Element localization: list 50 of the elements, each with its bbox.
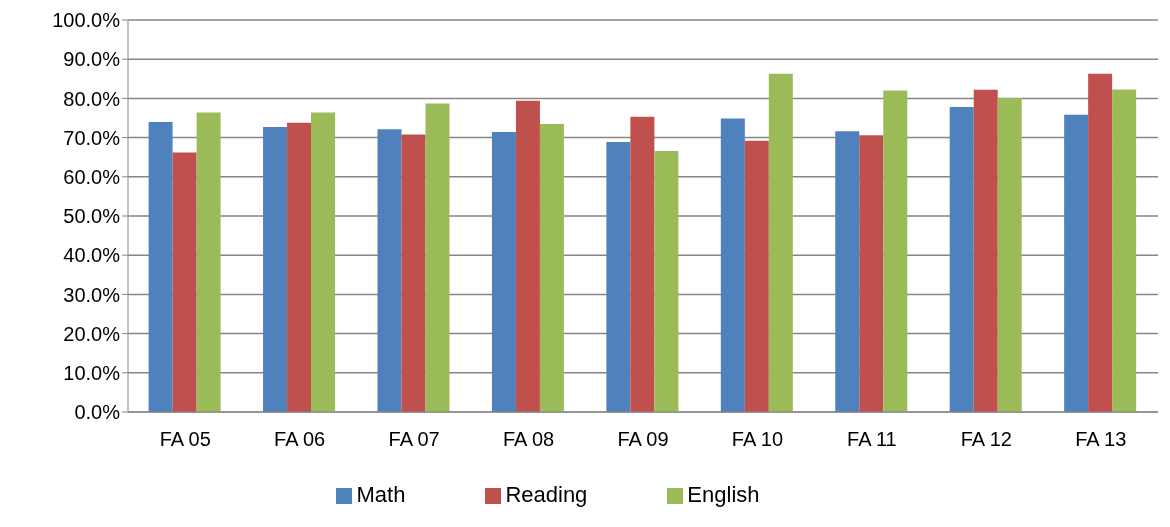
bar bbox=[768, 73, 793, 412]
y-tick-label: 10.0% bbox=[63, 361, 121, 384]
bar bbox=[973, 89, 998, 412]
y-tick-label: 100.0% bbox=[52, 9, 121, 32]
x-tick-label: FA 10 bbox=[731, 428, 784, 451]
y-tick-label: 30.0% bbox=[63, 283, 121, 306]
bar bbox=[630, 116, 655, 412]
legend-label: Math bbox=[356, 482, 406, 507]
bar bbox=[654, 150, 679, 412]
bar bbox=[606, 141, 631, 412]
y-tick-label: 80.0% bbox=[63, 87, 121, 110]
x-tick-label: FA 05 bbox=[159, 428, 211, 451]
bar bbox=[196, 112, 221, 412]
bar bbox=[263, 127, 288, 412]
bar bbox=[720, 118, 745, 412]
x-tick-label: FA 13 bbox=[1075, 428, 1127, 451]
bar bbox=[1064, 114, 1089, 412]
y-tick-label: 70.0% bbox=[63, 126, 121, 149]
x-tick-label: FA 09 bbox=[617, 428, 669, 451]
bar bbox=[401, 134, 426, 412]
bar bbox=[515, 100, 540, 412]
bar bbox=[744, 140, 769, 412]
x-tick-label: FA 08 bbox=[502, 428, 555, 451]
y-tick-label: 90.0% bbox=[63, 48, 121, 71]
x-tick-label: FA 12 bbox=[960, 428, 1012, 451]
x-tick-label: FA 07 bbox=[388, 428, 440, 451]
y-tick-label: 50.0% bbox=[63, 205, 121, 228]
legend-label: Reading bbox=[505, 482, 588, 507]
bar bbox=[491, 132, 516, 412]
legend-label: English bbox=[687, 482, 760, 507]
y-tick-label: 20.0% bbox=[63, 322, 121, 345]
bar bbox=[377, 129, 402, 412]
bar bbox=[859, 135, 884, 412]
bar bbox=[835, 131, 860, 412]
bar bbox=[172, 152, 197, 412]
bar bbox=[425, 103, 450, 412]
y-tick-label: 40.0% bbox=[63, 244, 121, 267]
y-tick-label: 0.0% bbox=[74, 401, 121, 424]
bar bbox=[311, 112, 336, 412]
bar bbox=[997, 98, 1022, 412]
bar bbox=[883, 90, 908, 412]
x-tick-label: FA 11 bbox=[847, 428, 897, 451]
bar bbox=[539, 123, 564, 412]
x-tick-label: FA 06 bbox=[274, 428, 326, 451]
bar bbox=[287, 122, 312, 412]
bar bbox=[148, 121, 173, 412]
y-tick-label: 60.0% bbox=[63, 165, 121, 188]
bar bbox=[1088, 73, 1113, 412]
bar bbox=[949, 107, 974, 412]
bar bbox=[1112, 89, 1137, 412]
